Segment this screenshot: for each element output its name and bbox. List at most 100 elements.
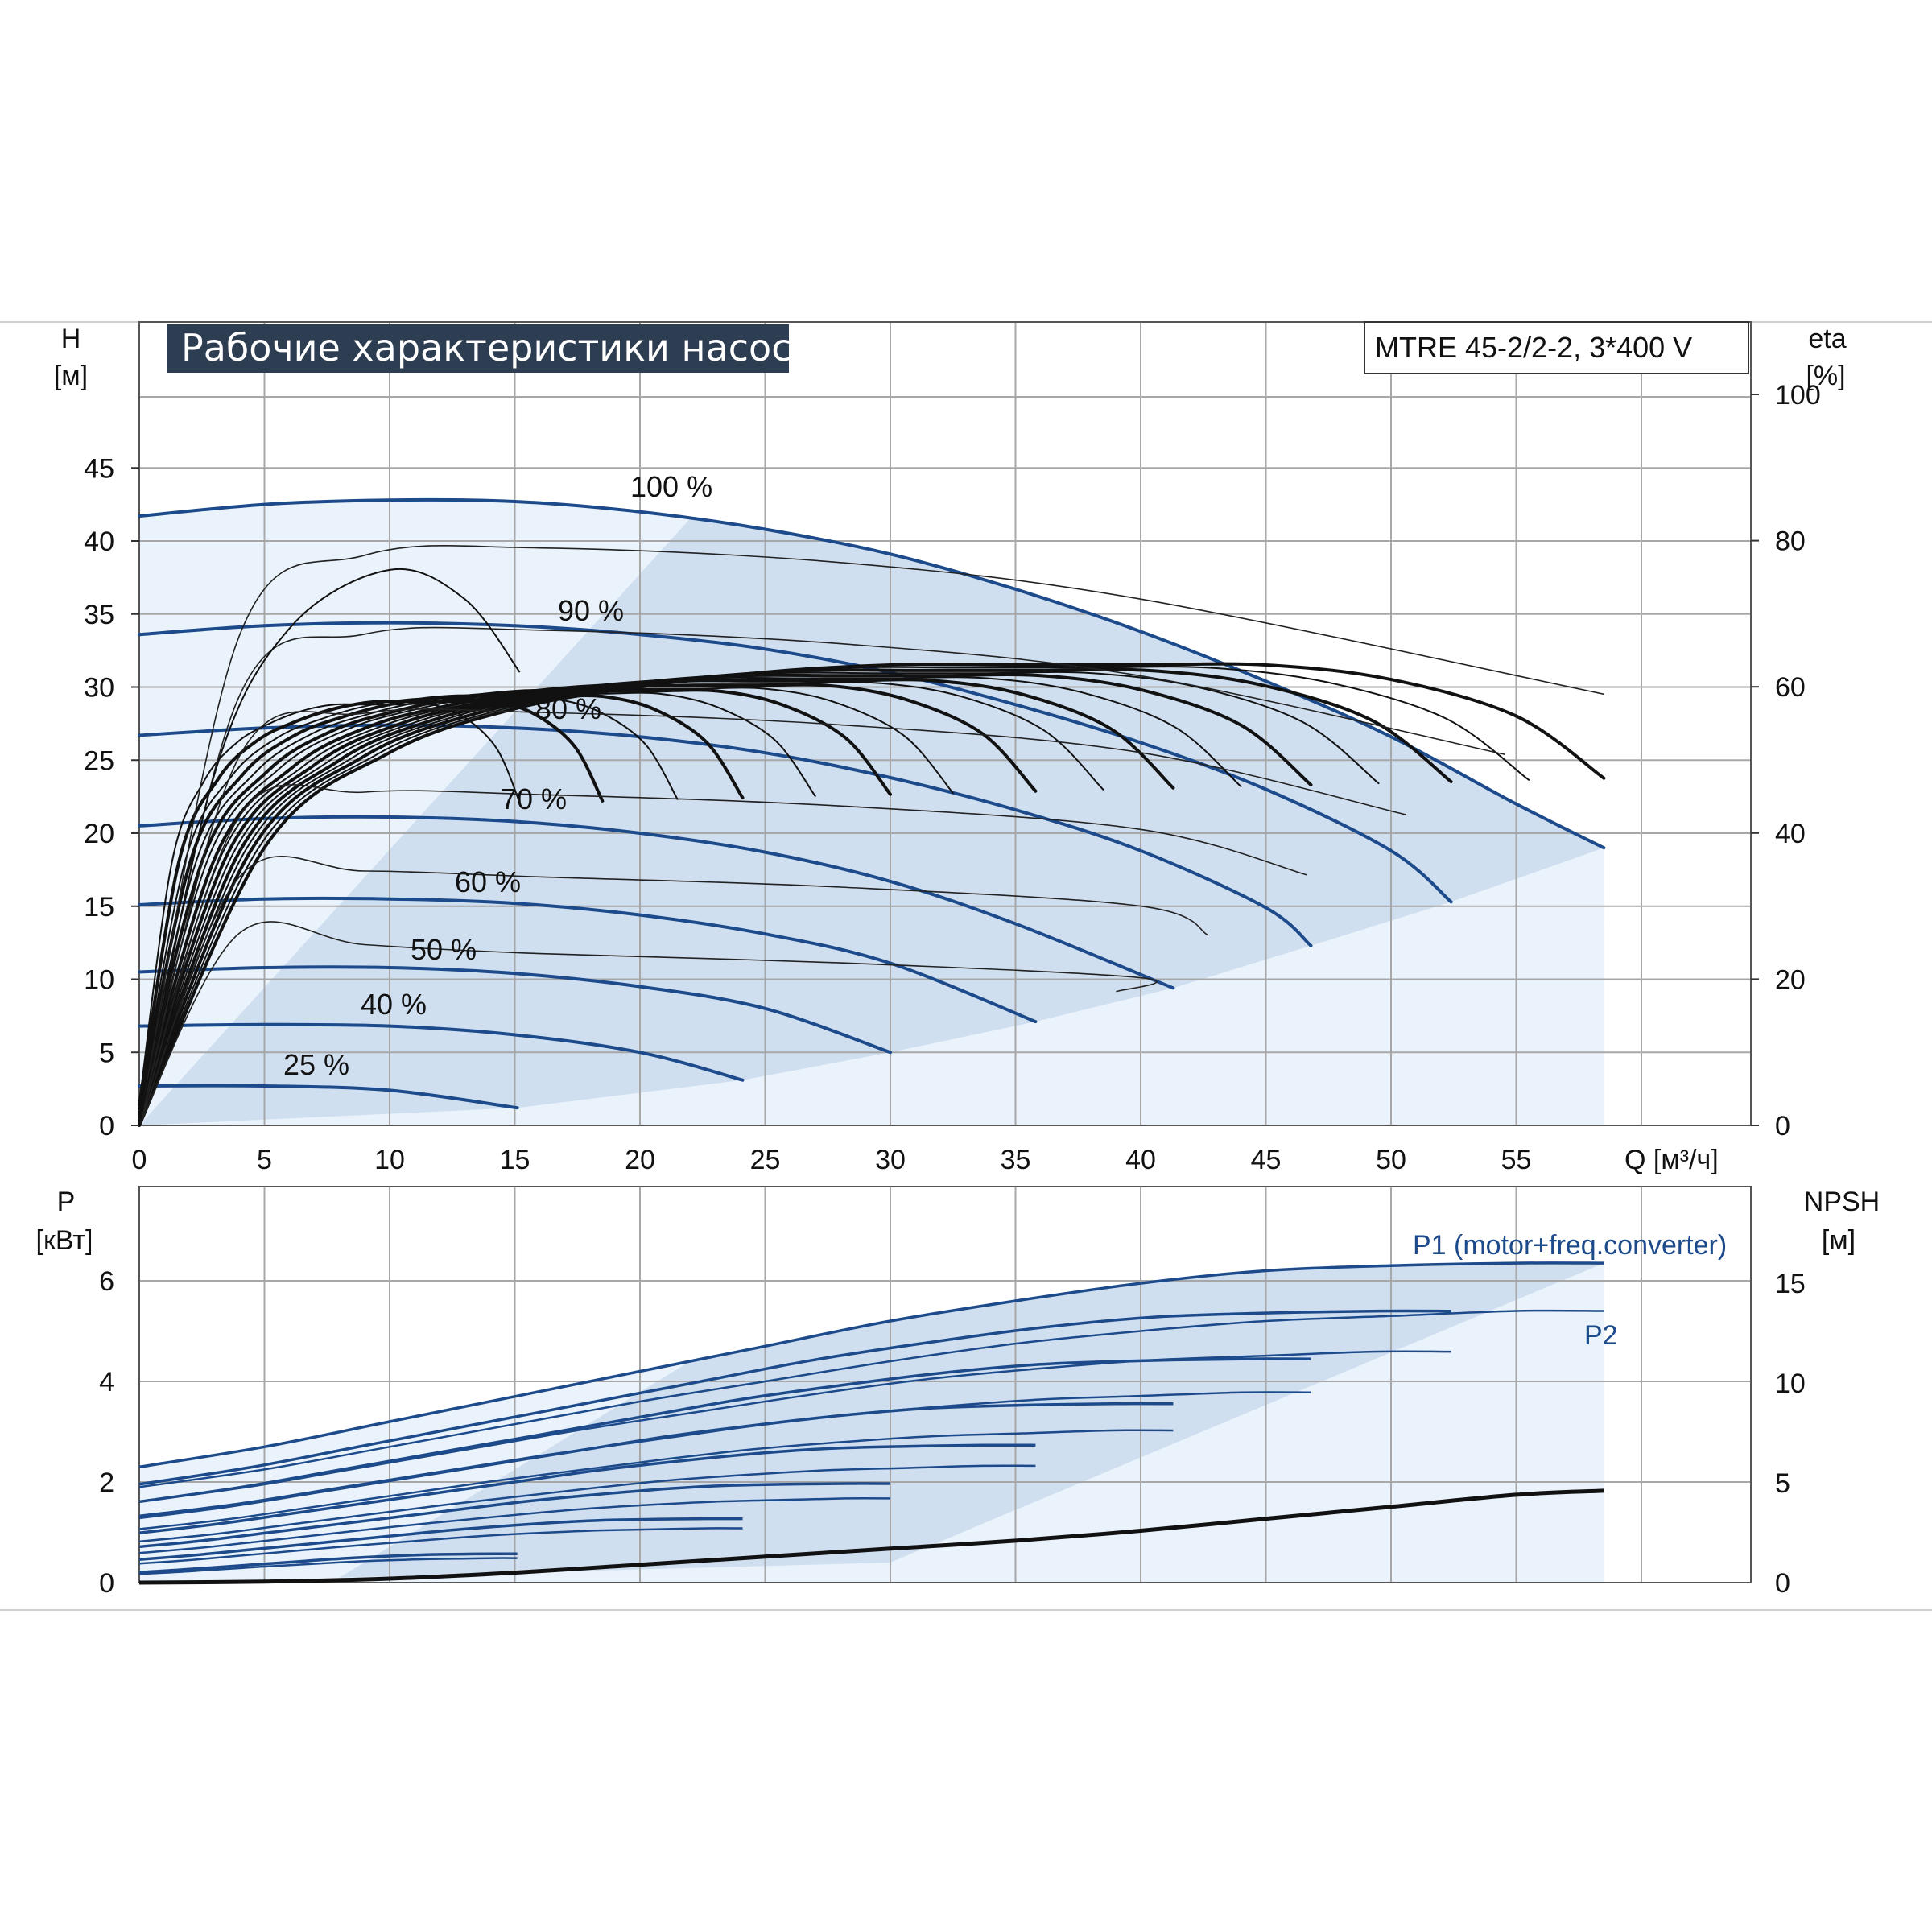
x-tick-label: 55	[1501, 1145, 1532, 1175]
h-tick-label: 25	[84, 745, 114, 776]
efficiency-curve-25pct	[138, 568, 521, 1126]
head-curve-100pct	[138, 497, 1606, 850]
efficiency-curve-thin	[138, 626, 1505, 1126]
bottom-band-operating	[339, 1263, 1604, 1578]
x-tick-label: 15	[500, 1145, 530, 1175]
power-curve-p1	[138, 1517, 743, 1562]
efficiency-curve-thin	[138, 784, 1308, 1126]
eta-axis-unit: [%]	[1806, 361, 1845, 391]
power-curve-p2	[138, 1391, 1311, 1517]
efficiency-curve-thin	[138, 708, 1406, 1126]
npsh-tick-label: 0	[1775, 1568, 1790, 1599]
efficiency-curve	[138, 688, 892, 1113]
power-curve-p1	[138, 1261, 1604, 1469]
head-curve-25pct	[138, 1084, 519, 1110]
x-tick-label: 45	[1251, 1145, 1282, 1175]
power-curve-p1	[138, 1402, 1174, 1520]
power-curve-p2	[138, 1527, 743, 1565]
power-curves	[138, 1261, 1604, 1585]
npsh-axis-symbol: NPSH	[1804, 1187, 1880, 1217]
head-curve-60pct	[138, 896, 1038, 1024]
x-tick-label: 20	[625, 1145, 655, 1175]
power-curve-p2	[138, 1309, 1604, 1488]
p-tick-label: 6	[99, 1266, 114, 1297]
x-tick-label: 25	[750, 1145, 781, 1175]
power-curve-p1	[138, 1443, 1036, 1534]
eta-tick-label: 0	[1775, 1111, 1790, 1141]
npsh-tick-label: 5	[1775, 1468, 1790, 1499]
eta-tick-label: 60	[1775, 672, 1806, 703]
x-tick-label: 30	[875, 1145, 906, 1175]
eta-tick-label: 100	[1775, 380, 1821, 411]
head-curves	[138, 497, 1606, 1110]
h-tick-label: 30	[84, 673, 114, 704]
npsh-curve	[138, 1488, 1604, 1585]
x-tick-label: 40	[1125, 1145, 1156, 1175]
p1-label: P1 (motor+freq.converter)	[1413, 1230, 1727, 1261]
npsh-tick-label: 10	[1775, 1368, 1806, 1399]
x-axis-label: Q [м³/ч]	[1624, 1145, 1719, 1175]
head-curve-50pct	[138, 965, 892, 1055]
h-tick-label: 5	[99, 1038, 114, 1068]
efficiency-curve	[138, 699, 605, 1108]
top-plot-border	[138, 321, 1752, 1126]
power-curve-p2	[138, 1497, 891, 1554]
npsh-tick-label: 15	[1775, 1269, 1806, 1299]
power-curve-p2	[138, 1429, 1174, 1530]
p-tick-label: 4	[99, 1367, 114, 1397]
h-tick-label: 35	[84, 600, 114, 630]
head-curve-40pct	[138, 1022, 745, 1082]
curve-label: 50 %	[411, 933, 477, 966]
curve-label: 25 %	[283, 1048, 349, 1081]
curve-label: 70 %	[501, 782, 567, 815]
power-curve-p2	[138, 1557, 518, 1575]
efficiency-curve	[138, 662, 1606, 1127]
h-axis-unit: [м]	[54, 361, 88, 391]
power-curve-p2	[138, 1350, 1451, 1503]
h-axis-symbol: H	[61, 324, 81, 354]
power-curve-p1	[138, 1552, 518, 1574]
curve-label: 60 %	[455, 865, 521, 898]
p2-label: P2	[1584, 1320, 1618, 1351]
p-axis-unit: [кВт]	[36, 1225, 93, 1256]
x-tick-label: 10	[374, 1145, 405, 1175]
p-axis-symbol: P	[57, 1187, 76, 1217]
h-tick-label: 0	[99, 1111, 114, 1141]
efficiency-curve	[138, 693, 745, 1110]
efficiency-curve-thin	[138, 856, 1209, 1126]
h-tick-label: 10	[84, 965, 114, 996]
head-curve-90pct	[138, 621, 1453, 904]
power-curve-p1	[138, 1482, 891, 1549]
p-tick-label: 0	[99, 1568, 114, 1599]
eta-tick-label: 80	[1775, 526, 1806, 557]
x-tick-label: 5	[257, 1145, 272, 1175]
curve-label: 40 %	[361, 988, 427, 1021]
chart-labels: 0 5 10 15 20 25 30 35 40 45 50 55051015202530354045…	[84, 380, 1821, 1599]
bottom-plot-border	[138, 1186, 1752, 1583]
curve-label: 90 %	[558, 594, 624, 627]
curve-label: 100 %	[630, 470, 712, 503]
npsh-axis-unit: [м]	[1822, 1225, 1856, 1256]
h-tick-label: 40	[84, 526, 114, 557]
h-tick-label: 45	[84, 453, 114, 484]
efficiency-curve	[138, 696, 679, 1108]
power-curve-p1	[138, 1309, 1451, 1486]
power-curve-p2	[138, 1464, 1036, 1543]
chart-title: Рабочие характеристики насоса	[181, 326, 815, 369]
efficiency-curve-thin	[138, 921, 1158, 1126]
model-label: MTRE 45-2/2-2, 3*400 V	[1375, 331, 1692, 364]
curve-label: 80 %	[535, 692, 601, 725]
title-box	[167, 324, 789, 373]
head-curve-70pct	[138, 815, 1175, 990]
top-operating-range-band	[139, 499, 1605, 1125]
h-tick-label: 15	[84, 892, 114, 923]
x-tick-label: 50	[1376, 1145, 1406, 1175]
efficiency-curve-thin	[138, 545, 1604, 1126]
eta-tick-label: 20	[1775, 964, 1806, 995]
model-box	[1364, 321, 1749, 374]
efficiency-curves	[138, 545, 1606, 1127]
eta-tick-label: 40	[1775, 819, 1806, 849]
h-tick-label: 20	[84, 819, 114, 849]
p-tick-label: 2	[99, 1468, 114, 1498]
